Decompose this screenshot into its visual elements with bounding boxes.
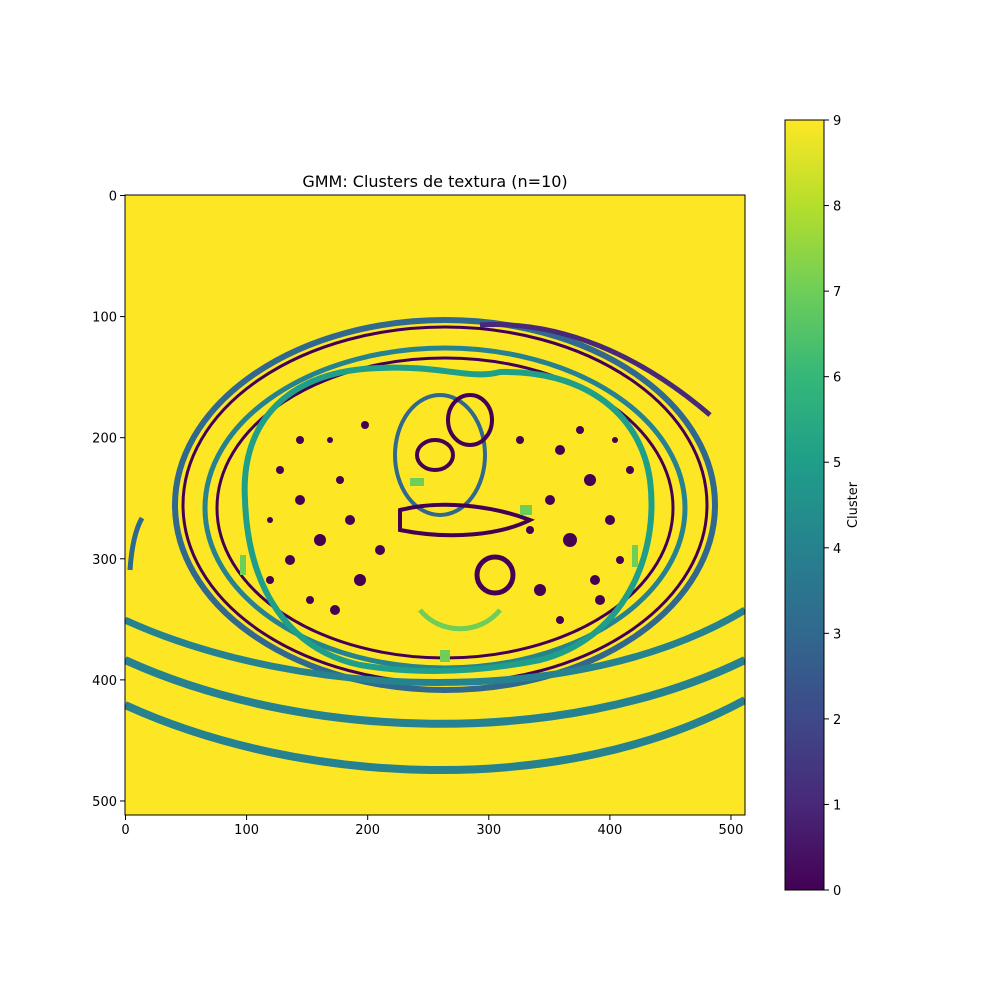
colorbar-tick-label: 7 — [833, 285, 841, 300]
edge-arc-upper-right — [479, 322, 712, 417]
x-tick-label: 100 — [234, 823, 259, 838]
y-tick-label: 400 — [92, 674, 117, 689]
cluster7-highlights — [240, 478, 638, 662]
x-tick-label: 500 — [719, 823, 744, 838]
x-axis: 0 100 200 300 400 500 — [121, 815, 743, 838]
vessel-left — [415, 438, 455, 472]
y-axis: 0 100 200 300 400 500 — [92, 190, 125, 810]
colorbar-tick-label: 1 — [833, 798, 841, 813]
x-tick-label: 200 — [355, 823, 380, 838]
lung-right-texture — [516, 426, 634, 624]
vessel-upper — [446, 393, 494, 447]
lung-left-texture — [266, 421, 385, 615]
y-tick-label: 0 — [109, 190, 117, 205]
x-tick-label: 300 — [476, 823, 501, 838]
edge-arc-left — [127, 516, 145, 571]
cluster-map — [125, 195, 745, 815]
mediastinum-center — [398, 502, 536, 538]
axes-frame — [124, 194, 746, 816]
table-arc-2 — [125, 656, 745, 728]
spine-region — [418, 608, 502, 632]
y-tick-label: 200 — [92, 432, 117, 447]
colorbar-tick-label: 4 — [833, 542, 841, 557]
table-arc-3 — [125, 696, 745, 774]
x-tick-label: 0 — [121, 823, 129, 838]
y-tick-label: 100 — [92, 311, 117, 326]
aorta-contour — [474, 554, 516, 596]
colorbar-axis: 0 1 2 3 4 5 6 7 8 9 — [824, 114, 841, 899]
x-tick-label: 400 — [597, 823, 622, 838]
colorbar-tick-label: 6 — [833, 371, 841, 386]
colorbar-tick-label: 3 — [833, 627, 841, 642]
colorbar-label: Cluster — [846, 481, 861, 528]
y-tick-label: 500 — [92, 795, 117, 810]
y-tick-label: 300 — [92, 553, 117, 568]
colorbar-tick-label: 9 — [833, 114, 841, 129]
colorbar-tick-label: 5 — [833, 456, 841, 471]
heart-contour — [393, 393, 487, 517]
colorbar-tick-label: 0 — [833, 884, 841, 899]
table-arc-1 — [125, 607, 745, 686]
body-outer-contour — [172, 317, 718, 693]
colorbar-tick-label: 8 — [833, 200, 841, 215]
chart-title: GMM: Clusters de textura (n=10) — [302, 172, 567, 191]
colorbar-tick-label: 2 — [833, 713, 841, 728]
colorbar — [784, 119, 825, 891]
thoracic-wall — [241, 364, 655, 675]
